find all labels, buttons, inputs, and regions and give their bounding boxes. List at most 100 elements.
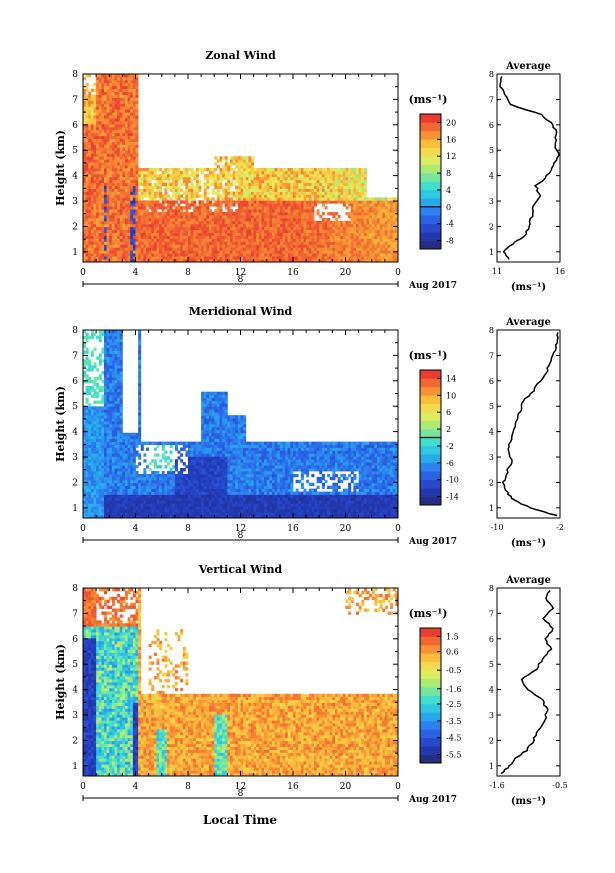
heatmap-cell xyxy=(203,194,207,198)
heatmap-cell xyxy=(119,147,123,151)
heatmap-cell xyxy=(206,220,210,225)
heatmap-cell xyxy=(300,197,304,201)
heatmap-cell xyxy=(392,244,396,248)
heatmap-cell xyxy=(106,426,110,431)
heatmap-cell xyxy=(153,238,157,242)
heatmap-cell xyxy=(104,412,108,416)
heatmap-cell xyxy=(279,203,283,207)
heatmap-cell xyxy=(358,176,362,181)
heatmap-cell xyxy=(185,203,189,207)
heatmap-cell xyxy=(146,229,150,234)
heatmap-cell xyxy=(119,223,123,228)
heatmap-cell xyxy=(211,168,215,172)
heatmap-cell xyxy=(93,426,97,431)
heatmap-cell xyxy=(96,462,100,466)
heatmap-cell xyxy=(314,232,318,236)
heatmap-cell xyxy=(85,170,89,175)
heatmap-cell xyxy=(193,223,197,228)
heatmap-cell xyxy=(106,409,110,413)
heatmap-cell xyxy=(285,179,289,184)
heatmap-cell xyxy=(104,385,108,390)
heatmap-cell xyxy=(387,244,391,248)
heatmap-cell xyxy=(104,365,108,369)
heatmap-cell xyxy=(90,421,94,425)
heatmap-cell xyxy=(279,200,283,204)
heatmap-cell xyxy=(90,424,94,428)
heatmap-cell xyxy=(335,226,339,231)
heatmap-cell xyxy=(130,103,134,107)
heatmap-cell xyxy=(177,209,181,213)
heatmap-cell xyxy=(335,259,339,262)
heatmap-cell xyxy=(93,185,97,189)
heatmap-cell xyxy=(219,223,223,228)
heatmap-cell xyxy=(290,226,294,231)
heatmap-cell xyxy=(340,232,344,236)
heatmap-cell xyxy=(114,121,118,125)
heatmap-cell xyxy=(214,232,218,236)
heatmap-cell xyxy=(356,235,360,239)
heatmap-cell xyxy=(140,256,144,260)
heatmap-cell xyxy=(371,220,375,225)
heatmap-cell xyxy=(111,144,115,148)
heatmap-cell xyxy=(311,173,315,178)
heatmap-cell xyxy=(214,259,218,262)
heatmap-cell xyxy=(130,159,134,163)
heatmap-cell xyxy=(266,244,270,248)
heatmap-cell xyxy=(111,97,115,101)
heatmap-cell xyxy=(353,206,357,210)
heatmap-cell xyxy=(180,212,184,216)
heatmap-cell xyxy=(193,232,197,236)
heatmap-cell xyxy=(316,191,320,195)
heatmap-cell xyxy=(185,247,189,251)
heatmap-cell xyxy=(264,250,268,254)
heatmap-cell xyxy=(111,132,115,137)
heatmap-cell xyxy=(348,173,352,178)
heatmap-cell xyxy=(306,220,310,225)
heatmap-cell xyxy=(337,215,341,219)
heatmap-cell xyxy=(245,197,249,201)
heatmap-cell xyxy=(390,253,394,257)
heatmap-cell xyxy=(177,194,181,198)
heatmap-cell xyxy=(195,232,199,236)
heatmap-cell xyxy=(311,200,315,204)
heatmap-cell xyxy=(101,197,105,201)
heatmap-cell xyxy=(172,215,176,219)
heatmap-cell xyxy=(345,256,349,260)
heatmap-cell xyxy=(379,215,383,219)
heatmap-cell xyxy=(316,244,320,248)
heatmap-cell xyxy=(101,409,105,413)
heatmap-cell xyxy=(382,215,386,219)
heatmap-cell xyxy=(109,332,113,337)
heatmap-cell xyxy=(117,185,121,189)
heatmap-cell xyxy=(261,229,265,234)
heatmap-cell xyxy=(243,200,247,204)
heatmap-cell xyxy=(345,244,349,248)
heatmap-cell xyxy=(146,200,150,204)
heatmap-cell xyxy=(190,244,194,248)
heatmap-cell xyxy=(285,253,289,257)
heatmap-cell xyxy=(167,244,171,248)
heatmap-cell xyxy=(122,215,126,219)
heatmap-cell xyxy=(127,109,131,113)
heatmap-cell xyxy=(146,232,150,236)
heatmap-cell xyxy=(314,256,318,260)
heatmap-cell xyxy=(361,223,365,228)
heatmap-cell xyxy=(390,209,394,213)
heatmap-cell xyxy=(98,194,102,198)
heatmap-cell xyxy=(279,179,283,184)
heatmap-cell xyxy=(90,159,94,163)
heatmap-cell xyxy=(88,241,92,245)
heatmap-cell xyxy=(101,453,105,457)
heatmap-cell xyxy=(379,241,383,245)
heatmap-cell xyxy=(272,170,276,175)
heatmap-cell xyxy=(151,173,155,178)
heatmap-cell xyxy=(335,247,339,251)
heatmap-cell xyxy=(308,229,312,234)
heatmap-cell xyxy=(327,238,331,242)
heatmap-cell xyxy=(106,182,110,187)
heatmap-cell xyxy=(327,244,331,248)
heatmap-cell xyxy=(382,217,386,222)
heatmap-cell xyxy=(111,156,115,160)
heatmap-cell xyxy=(101,156,105,160)
heatmap-cell xyxy=(161,212,165,216)
